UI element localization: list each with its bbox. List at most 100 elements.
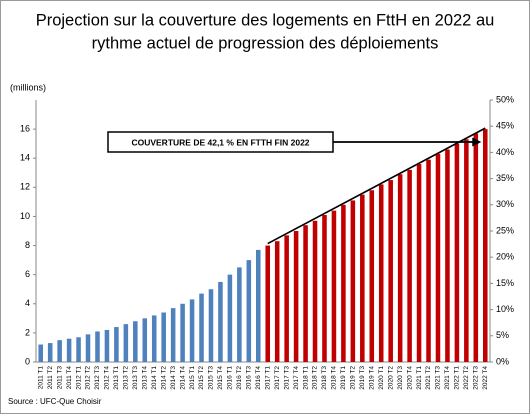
bar: [104, 329, 110, 362]
x-tick-label: 2015 T2: [198, 366, 205, 390]
bar: [142, 318, 148, 362]
bar: [473, 133, 479, 362]
x-tick-label: 2011 T1: [37, 366, 44, 390]
x-tick-label: 2018 T2: [312, 366, 319, 390]
y-tick-label: 10: [20, 211, 30, 221]
chart-title: Projection sur la couverture des logemen…: [36, 11, 495, 29]
bar: [388, 180, 393, 362]
annotation: COUVERTURE DE 42,1 % EN FTTH FIN 2022: [131, 137, 309, 147]
y-tick-label: 0: [25, 356, 30, 366]
x-tick-label: 2016 T1: [227, 366, 234, 390]
bar: [265, 245, 270, 362]
x-tick-label: 2011 T4: [66, 366, 73, 390]
bar: [426, 159, 431, 362]
bar: [256, 249, 261, 362]
x-tick-label: 2015 T1: [189, 366, 196, 390]
x-tick-label: 2011 T2: [47, 366, 54, 390]
bar: [416, 164, 422, 362]
x-tick-label: 2021 T3: [435, 366, 442, 390]
y2-tick-label: 5%: [496, 330, 509, 340]
arrow-head: [472, 137, 482, 147]
x-tick-label: 2012 T3: [94, 366, 101, 390]
x-tick-label: 2021 T4: [444, 366, 451, 390]
bar: [180, 303, 185, 362]
x-tick-label: 2017 T2: [274, 366, 281, 390]
bar: [76, 337, 81, 362]
x-tick-label: 2013 T1: [113, 366, 120, 390]
bar: [341, 204, 346, 362]
x-tick-label: 2019 T1: [340, 366, 347, 390]
y2-tick-label: 45%: [496, 121, 514, 131]
bar: [303, 225, 308, 362]
trend-line: [267, 127, 486, 245]
x-tick-label: 2022 T1: [454, 366, 461, 390]
bar: [237, 267, 242, 362]
x-tick-label: 2016 T4: [255, 366, 262, 390]
x-tick-label: 2014 T2: [160, 366, 167, 390]
x-tick-label: 2011 T3: [56, 366, 63, 390]
bar: [199, 293, 204, 362]
x-tick-label: 2017 T3: [283, 366, 290, 390]
bar: [312, 220, 318, 362]
x-tick-label: 2020 T2: [387, 366, 394, 390]
bar: [133, 321, 138, 362]
bar: [161, 312, 166, 362]
y2-tick-label: 10%: [496, 304, 514, 314]
y-tick-label: 4: [25, 298, 30, 308]
bar: [293, 231, 299, 362]
bar: [38, 344, 43, 362]
y2-tick-label: 35%: [496, 173, 514, 183]
x-tick-label: 2012 T2: [85, 366, 92, 390]
x-tick-label: 2022 T4: [482, 366, 489, 390]
y2-tick-label: 0%: [496, 356, 509, 366]
bar: [189, 299, 195, 362]
bar: [369, 190, 375, 362]
bar: [378, 184, 384, 362]
bar: [123, 324, 129, 362]
bar: [331, 210, 337, 362]
bar: [66, 338, 72, 362]
x-tick-label: 2012 T4: [104, 366, 111, 390]
y-tick-label: 6: [25, 269, 30, 279]
x-tick-label: 2015 T3: [208, 366, 215, 390]
x-tick-label: 2020 T4: [406, 366, 413, 390]
bar: [227, 274, 233, 362]
bar: [47, 343, 53, 362]
x-tick-label: 2020 T3: [397, 366, 404, 390]
x-tick-label: 2022 T3: [473, 366, 480, 390]
y-tick-label: 16: [20, 123, 30, 133]
bar: [445, 149, 450, 362]
y2-tick-label: 30%: [496, 199, 514, 209]
bar: [95, 331, 100, 362]
y2-tick-label: 15%: [496, 278, 514, 288]
x-tick-label: 2021 T2: [425, 366, 432, 390]
bar: [397, 174, 403, 362]
y2-tick-label: 50%: [496, 94, 514, 104]
x-tick-label: 2022 T2: [463, 366, 470, 390]
y2-tick-label: 20%: [496, 252, 514, 262]
y2-tick-label: 40%: [496, 147, 514, 157]
x-tick-label: 2017 T1: [264, 366, 271, 390]
x-tick-label: 2018 T1: [302, 366, 309, 390]
x-tick-label: 2013 T3: [132, 366, 139, 390]
x-tick-label: 2015 T4: [217, 366, 224, 390]
bar: [284, 235, 289, 362]
x-tick-label: 2013 T2: [123, 366, 130, 390]
x-tick-label: 2021 T1: [416, 366, 423, 390]
x-tick-label: 2018 T4: [331, 366, 338, 390]
y-axis-label: (millions): [10, 82, 46, 92]
x-tick-label: 2020 T1: [378, 366, 385, 390]
x-tick-label: 2017 T4: [293, 366, 300, 390]
bar: [208, 289, 214, 362]
x-tick-label: 2019 T3: [359, 366, 366, 390]
bar: [350, 200, 356, 362]
x-tick-label: 2019 T4: [368, 366, 375, 390]
bar: [274, 241, 280, 362]
bar: [360, 194, 365, 362]
x-tick-label: 2014 T3: [170, 366, 177, 390]
y-tick-label: 12: [20, 182, 30, 192]
x-tick-label: 2016 T3: [246, 366, 253, 390]
bar: [170, 308, 176, 362]
x-tick-label: 2012 T1: [75, 366, 82, 390]
bar: [246, 260, 252, 362]
